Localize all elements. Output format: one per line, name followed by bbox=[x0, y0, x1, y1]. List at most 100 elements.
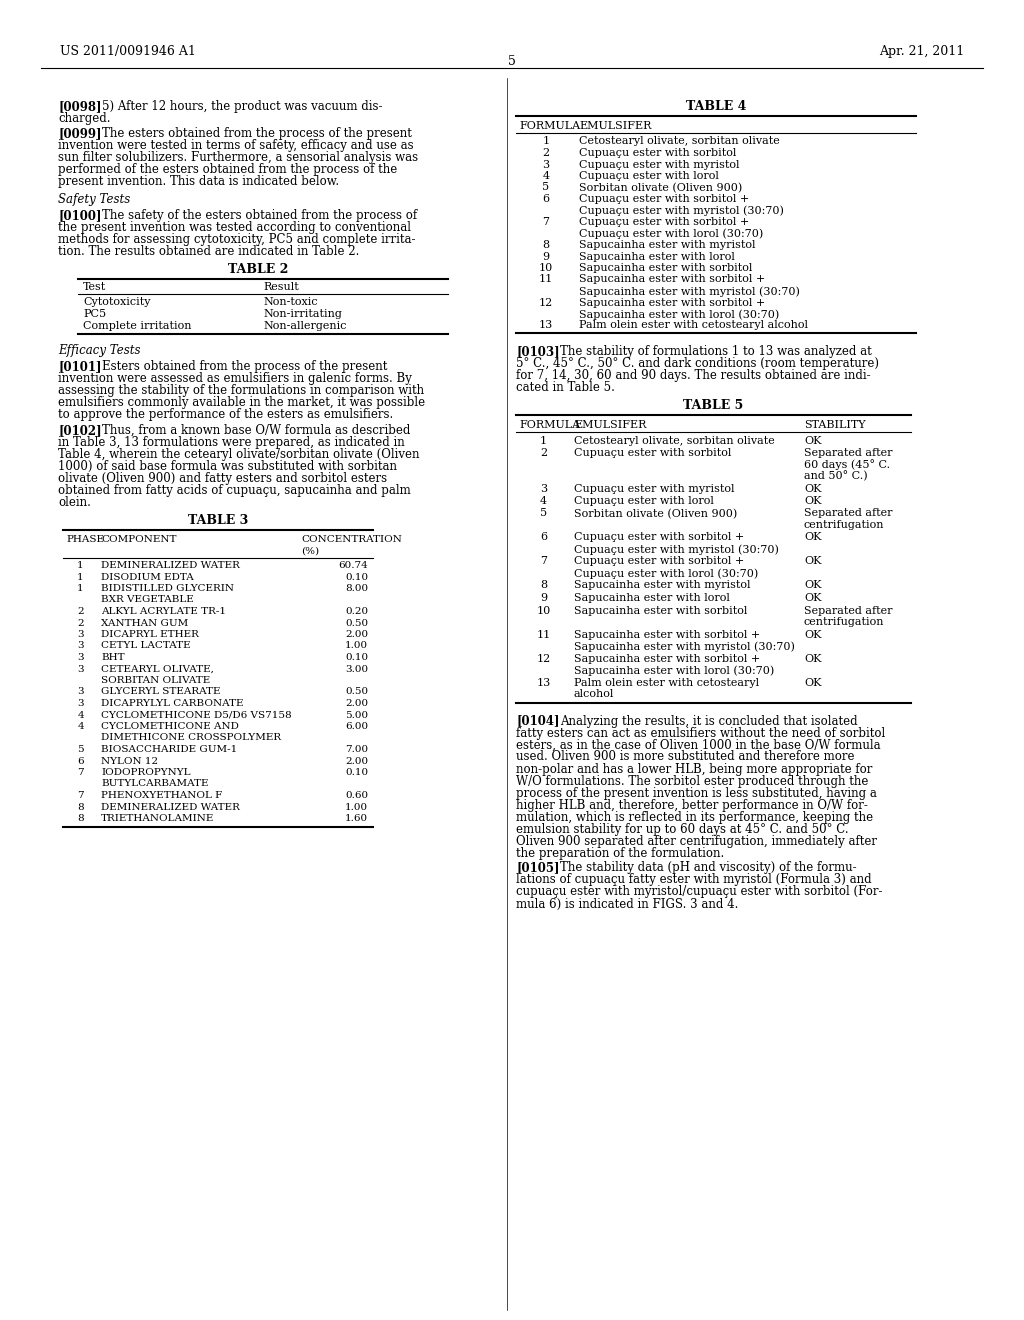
Text: 7.00: 7.00 bbox=[345, 744, 368, 754]
Text: 7: 7 bbox=[77, 768, 84, 777]
Text: Cetostearyl olivate, sorbitan olivate: Cetostearyl olivate, sorbitan olivate bbox=[574, 436, 775, 446]
Text: 4: 4 bbox=[540, 496, 547, 506]
Text: Cupuaçu ester with sorbitol +: Cupuaçu ester with sorbitol + bbox=[579, 194, 750, 205]
Text: [0104]: [0104] bbox=[516, 714, 559, 727]
Text: 1: 1 bbox=[543, 136, 550, 147]
Text: Sapucainha ester with myristol (30:70): Sapucainha ester with myristol (30:70) bbox=[579, 286, 800, 297]
Text: PHASE: PHASE bbox=[66, 535, 104, 544]
Text: emulsifiers commonly available in the market, it was possible: emulsifiers commonly available in the ma… bbox=[58, 396, 425, 409]
Text: 3: 3 bbox=[77, 688, 84, 697]
Text: 9: 9 bbox=[540, 593, 547, 603]
Text: Sapucainha ester with myristol: Sapucainha ester with myristol bbox=[579, 240, 756, 249]
Text: Cytotoxicity: Cytotoxicity bbox=[83, 297, 151, 308]
Text: DICAPRYL ETHER: DICAPRYL ETHER bbox=[101, 630, 199, 639]
Text: DISODIUM EDTA: DISODIUM EDTA bbox=[101, 573, 194, 582]
Text: 2: 2 bbox=[543, 148, 550, 158]
Text: 13: 13 bbox=[539, 321, 553, 330]
Text: EMULSIFER: EMULSIFER bbox=[579, 121, 651, 131]
Text: Sapucainha ester with lorol (30:70): Sapucainha ester with lorol (30:70) bbox=[579, 309, 779, 319]
Text: Palm olein ester with cetostearyl alcohol: Palm olein ester with cetostearyl alcoho… bbox=[579, 321, 808, 330]
Text: 11: 11 bbox=[537, 630, 551, 639]
Text: Cupuaçu ester with sorbitol +: Cupuaçu ester with sorbitol + bbox=[579, 216, 750, 227]
Text: FORMULA: FORMULA bbox=[519, 420, 581, 430]
Text: 7: 7 bbox=[540, 557, 547, 566]
Text: TABLE 4: TABLE 4 bbox=[686, 100, 746, 114]
Text: 8: 8 bbox=[540, 581, 547, 590]
Text: Sapucainha ester with sorbitol +: Sapucainha ester with sorbitol + bbox=[574, 630, 760, 639]
Text: 4: 4 bbox=[543, 172, 550, 181]
Text: BIOSACCHARIDE GUM-1: BIOSACCHARIDE GUM-1 bbox=[101, 744, 238, 754]
Text: OK: OK bbox=[804, 436, 821, 446]
Text: Oliven 900 separated after centrifugation, immediately after: Oliven 900 separated after centrifugatio… bbox=[516, 834, 877, 847]
Text: Sapucainha ester with lorol: Sapucainha ester with lorol bbox=[574, 593, 730, 603]
Text: 10: 10 bbox=[539, 263, 553, 273]
Text: Cupuaçu ester with myristol: Cupuaçu ester with myristol bbox=[579, 160, 739, 169]
Text: TRIETHANOLAMINE: TRIETHANOLAMINE bbox=[101, 814, 214, 822]
Text: [0101]: [0101] bbox=[58, 360, 101, 374]
Text: OK: OK bbox=[804, 630, 821, 639]
Text: 12: 12 bbox=[537, 653, 551, 664]
Text: Sapucainha ester with sorbitol +: Sapucainha ester with sorbitol + bbox=[574, 653, 760, 664]
Text: US 2011/0091946 A1: US 2011/0091946 A1 bbox=[60, 45, 196, 58]
Text: 0.10: 0.10 bbox=[345, 768, 368, 777]
Text: BHT: BHT bbox=[101, 653, 125, 663]
Text: 1: 1 bbox=[77, 573, 84, 582]
Text: olivate (Oliven 900) and fatty esters and sorbitol esters: olivate (Oliven 900) and fatty esters an… bbox=[58, 473, 387, 484]
Text: Sapucainha ester with myristol (30:70): Sapucainha ester with myristol (30:70) bbox=[574, 642, 795, 652]
Text: 4: 4 bbox=[77, 722, 84, 731]
Text: Test: Test bbox=[83, 282, 106, 292]
Text: 3: 3 bbox=[543, 160, 550, 169]
Text: BXR VEGETABLE: BXR VEGETABLE bbox=[101, 595, 194, 605]
Text: The stability of formulations 1 to 13 was analyzed at: The stability of formulations 1 to 13 wa… bbox=[560, 345, 871, 358]
Text: Analyzing the results, it is concluded that isolated: Analyzing the results, it is concluded t… bbox=[560, 714, 858, 727]
Text: 3: 3 bbox=[77, 642, 84, 651]
Text: Apr. 21, 2011: Apr. 21, 2011 bbox=[879, 45, 964, 58]
Text: in Table 3, 13 formulations were prepared, as indicated in: in Table 3, 13 formulations were prepare… bbox=[58, 436, 404, 449]
Text: DEMINERALIZED WATER: DEMINERALIZED WATER bbox=[101, 803, 240, 812]
Text: PC5: PC5 bbox=[83, 309, 106, 319]
Text: 8: 8 bbox=[543, 240, 550, 249]
Text: Cetostearyl olivate, sorbitan olivate: Cetostearyl olivate, sorbitan olivate bbox=[579, 136, 779, 147]
Text: performed of the esters obtained from the process of the: performed of the esters obtained from th… bbox=[58, 162, 397, 176]
Text: 1000) of said base formula was substituted with sorbitan: 1000) of said base formula was substitut… bbox=[58, 459, 397, 473]
Text: 2.00: 2.00 bbox=[345, 700, 368, 708]
Text: 60.74: 60.74 bbox=[338, 561, 368, 570]
Text: BUTYLCARBAMATE: BUTYLCARBAMATE bbox=[101, 780, 209, 788]
Text: Sapucainha ester with sorbitol: Sapucainha ester with sorbitol bbox=[579, 263, 753, 273]
Text: CYCLOMETHICONE D5/D6 VS7158: CYCLOMETHICONE D5/D6 VS7158 bbox=[101, 710, 292, 719]
Text: Non-allergenic: Non-allergenic bbox=[263, 321, 346, 331]
Text: The safety of the esters obtained from the process of: The safety of the esters obtained from t… bbox=[102, 209, 417, 222]
Text: 2.00: 2.00 bbox=[345, 630, 368, 639]
Text: higher HLB and, therefore, better performance in O/W for-: higher HLB and, therefore, better perfor… bbox=[516, 799, 868, 812]
Text: Sapucainha ester with lorol: Sapucainha ester with lorol bbox=[579, 252, 735, 261]
Text: CETEARYL OLIVATE,: CETEARYL OLIVATE, bbox=[101, 664, 214, 673]
Text: Cupuaçu ester with lorol: Cupuaçu ester with lorol bbox=[579, 172, 719, 181]
Text: 11: 11 bbox=[539, 275, 553, 285]
Text: OK: OK bbox=[804, 532, 821, 543]
Text: 0.50: 0.50 bbox=[345, 619, 368, 627]
Text: 1.60: 1.60 bbox=[345, 814, 368, 822]
Text: assessing the stability of the formulations in comparison with: assessing the stability of the formulati… bbox=[58, 384, 424, 397]
Text: DEMINERALIZED WATER: DEMINERALIZED WATER bbox=[101, 561, 240, 570]
Text: 6: 6 bbox=[540, 532, 547, 543]
Text: lations of cupuaçu fatty ester with myristol (Formula 3) and: lations of cupuaçu fatty ester with myri… bbox=[516, 874, 871, 887]
Text: Sapucainha ester with sorbitol +: Sapucainha ester with sorbitol + bbox=[579, 297, 765, 308]
Text: tion. The results obtained are indicated in Table 2.: tion. The results obtained are indicated… bbox=[58, 246, 359, 257]
Text: TABLE 3: TABLE 3 bbox=[187, 513, 248, 527]
Text: mula 6) is indicated in FIGS. 3 and 4.: mula 6) is indicated in FIGS. 3 and 4. bbox=[516, 898, 738, 911]
Text: 5) After 12 hours, the product was vacuum dis-: 5) After 12 hours, the product was vacuu… bbox=[102, 100, 383, 114]
Text: OK: OK bbox=[804, 496, 821, 506]
Text: Sapucainha ester with myristol: Sapucainha ester with myristol bbox=[574, 581, 751, 590]
Text: CYCLOMETHICONE AND: CYCLOMETHICONE AND bbox=[101, 722, 239, 731]
Text: OK: OK bbox=[804, 557, 821, 566]
Text: alcohol: alcohol bbox=[574, 689, 614, 700]
Text: 60 days (45° C.: 60 days (45° C. bbox=[804, 459, 890, 470]
Text: 1: 1 bbox=[77, 561, 84, 570]
Text: OK: OK bbox=[804, 483, 821, 494]
Text: Cupuaçu ester with myristol: Cupuaçu ester with myristol bbox=[574, 483, 734, 494]
Text: [0105]: [0105] bbox=[516, 862, 559, 874]
Text: sun filter solubilizers. Furthermore, a sensorial analysis was: sun filter solubilizers. Furthermore, a … bbox=[58, 150, 418, 164]
Text: Separated after: Separated after bbox=[804, 447, 893, 458]
Text: fatty esters can act as emulsifiers without the need of sorbitol: fatty esters can act as emulsifiers with… bbox=[516, 726, 886, 739]
Text: cated in Table 5.: cated in Table 5. bbox=[516, 381, 614, 393]
